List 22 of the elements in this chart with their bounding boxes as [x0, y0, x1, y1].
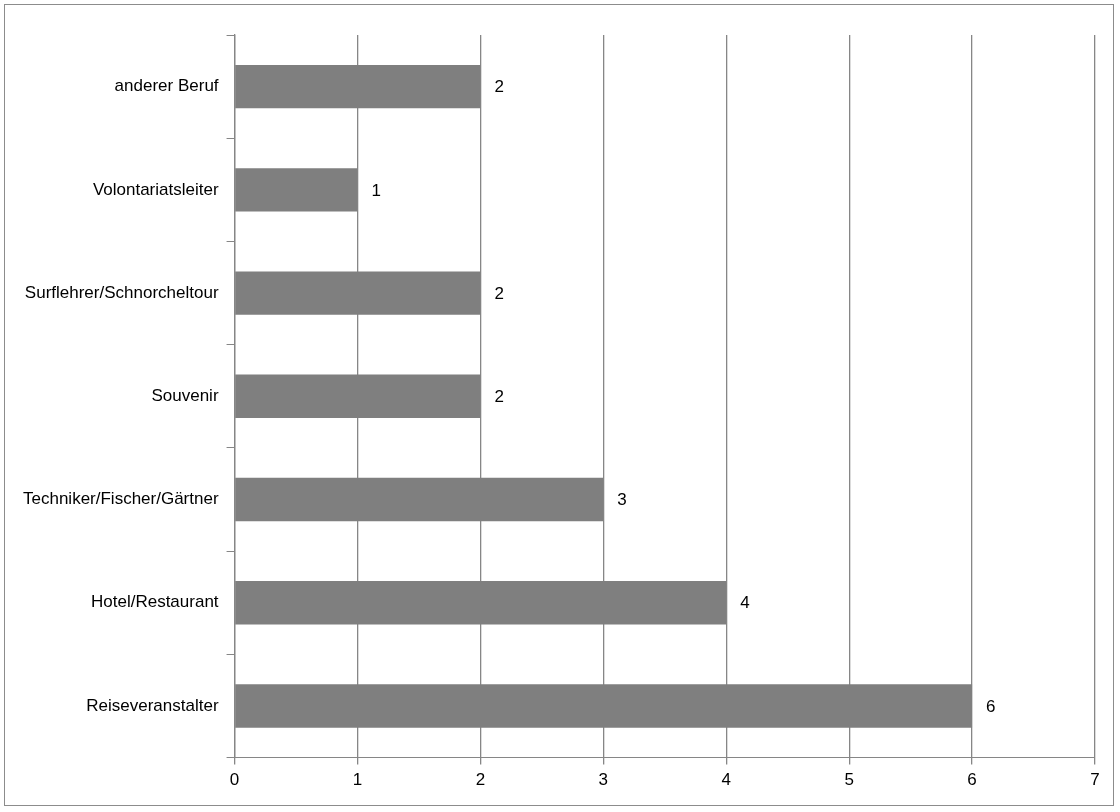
data-label: 3 — [617, 490, 627, 510]
data-label: 1 — [371, 180, 381, 200]
data-label: 2 — [494, 386, 504, 406]
x-tick-label: 3 — [598, 770, 609, 790]
x-tick-label: 7 — [1090, 770, 1100, 790]
y-tick-label: Surflehrer/Schnorcheltour — [24, 282, 219, 302]
data-label: 4 — [740, 593, 750, 613]
data-label: 2 — [494, 77, 504, 97]
x-tick-label: 6 — [967, 770, 977, 790]
x-tick-label: 5 — [844, 770, 854, 790]
y-tick-label: Techniker/Fischer/Gärtner — [22, 489, 219, 509]
y-tick-label: Hotel/Restaurant — [90, 592, 219, 612]
y-tick-label: anderer Beruf — [114, 76, 219, 96]
x-tick-label: 2 — [475, 770, 486, 790]
x-tick-label: 0 — [229, 770, 240, 790]
x-tick-label: 4 — [721, 770, 731, 790]
y-tick-label: Volontariatsleiter — [92, 179, 219, 199]
data-label: 6 — [986, 696, 996, 716]
data-label: 2 — [494, 283, 504, 303]
y-tick-label: Reiseveranstalter — [86, 695, 219, 715]
x-tick-label: 1 — [352, 770, 363, 790]
y-tick-label: Souvenir — [151, 385, 219, 405]
